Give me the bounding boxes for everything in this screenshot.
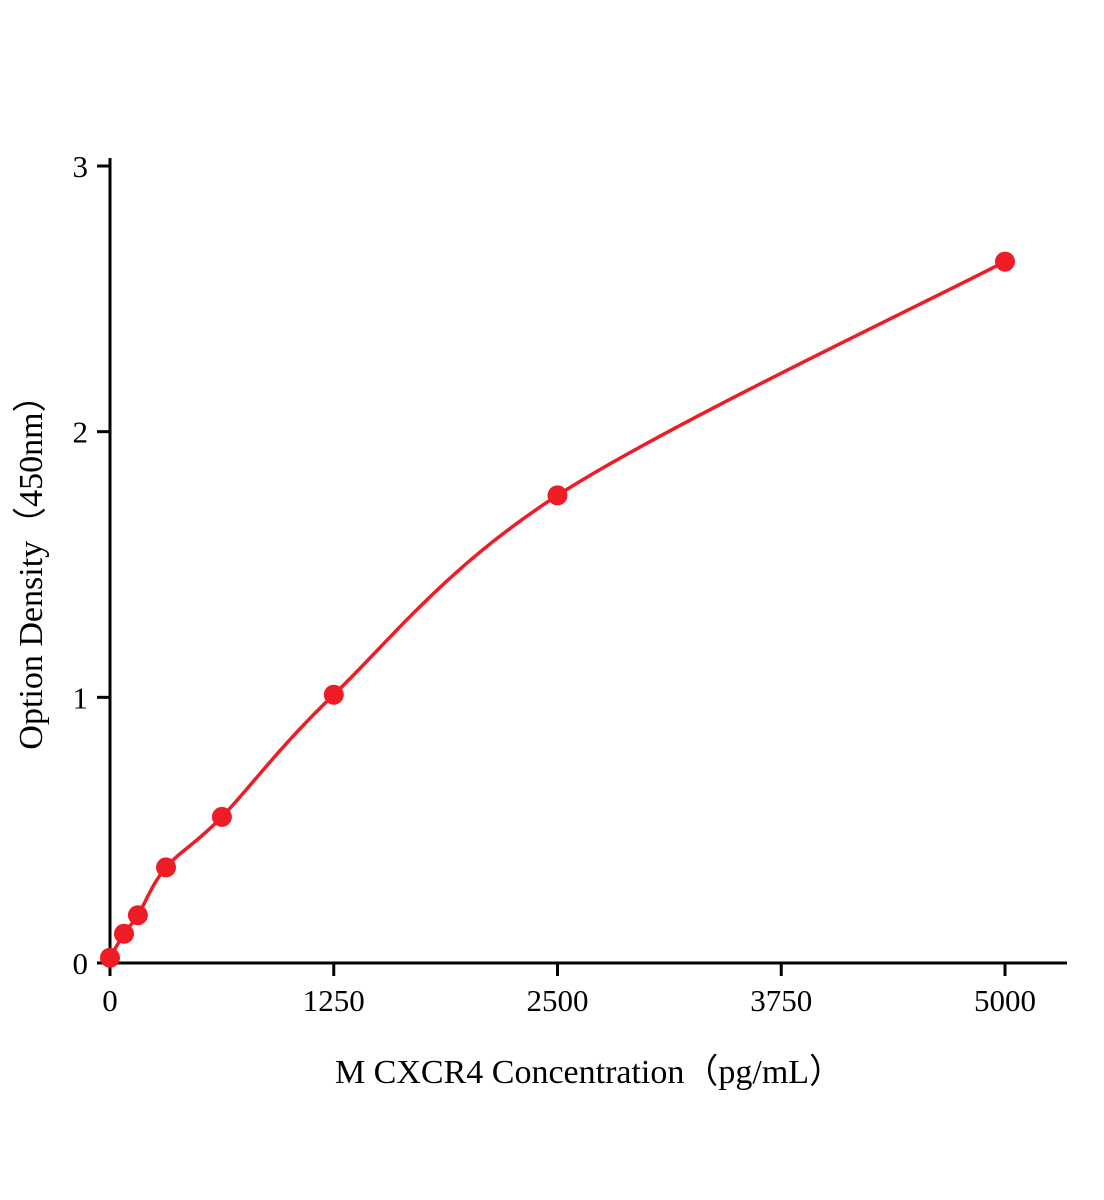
x-tick-label: 0 [102, 983, 118, 1018]
y-axis-label: Option Density（450nm） [12, 378, 50, 749]
data-point [995, 251, 1015, 272]
data-point [114, 923, 134, 944]
x-tick-label: 3750 [750, 983, 812, 1018]
x-tick-label: 1250 [303, 983, 365, 1018]
data-point [156, 857, 176, 878]
y-tick-label: 3 [73, 149, 89, 184]
data-series [100, 251, 1015, 968]
data-point [323, 684, 344, 705]
x-axis-label: M CXCR4 Concentration（pg/mL） [335, 1053, 843, 1091]
data-point [127, 905, 148, 926]
y-tick-label: 0 [73, 946, 89, 981]
x-tick-label: 2500 [527, 983, 589, 1018]
fit-curve [108, 260, 1006, 959]
data-point [547, 485, 568, 506]
data-point [211, 806, 232, 827]
data-point [100, 947, 120, 968]
y-tick-label: 1 [73, 680, 89, 715]
x-tick-label: 5000 [974, 983, 1036, 1018]
axes: 0 1250 2500 3750 5000 0 1 2 3 [73, 149, 1067, 1018]
y-tick-label: 2 [73, 415, 89, 450]
